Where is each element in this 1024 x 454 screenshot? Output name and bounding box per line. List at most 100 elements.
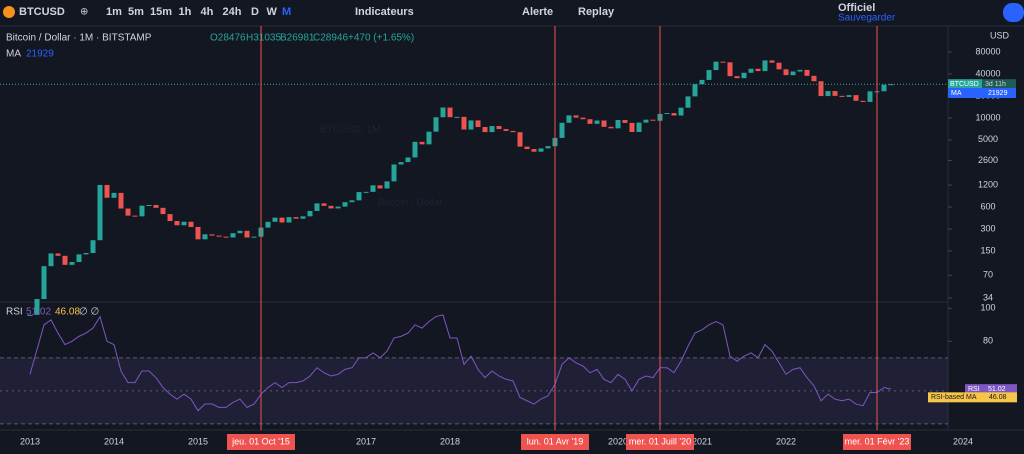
candle — [111, 192, 117, 198]
interval[interactable]: 24h — [223, 6, 242, 18]
candle — [615, 120, 621, 129]
interval[interactable]: 4h — [201, 6, 214, 18]
candle — [279, 217, 285, 223]
candle — [832, 91, 838, 96]
candle — [48, 253, 54, 267]
interval[interactable]: 1h — [179, 6, 192, 18]
candle — [622, 120, 628, 123]
candle — [188, 221, 194, 228]
candle — [671, 113, 677, 116]
interval[interactable]: 5m — [128, 6, 144, 18]
candle — [34, 299, 40, 315]
candle — [699, 79, 705, 85]
candle — [314, 203, 320, 211]
candle — [545, 146, 551, 149]
candle — [734, 76, 740, 79]
x-tick-label: 2015 — [188, 436, 208, 446]
candle — [356, 192, 362, 201]
candle — [531, 149, 537, 152]
candle — [685, 96, 691, 108]
x-tick-label: 2014 — [104, 436, 124, 446]
interval[interactable]: D — [251, 6, 259, 18]
candle — [342, 202, 348, 207]
rsi-ma-tag-name: RSI-based MA — [931, 394, 977, 401]
crosshair-date: mer. 01 Juill '20 — [629, 436, 691, 446]
rsi-ma-tag — [928, 392, 1017, 403]
y-tick-label: 40000 — [975, 68, 1000, 78]
ma-tag-value: 21929 — [988, 90, 1008, 97]
candle — [167, 214, 173, 221]
y-tick-label: 80000 — [975, 46, 1000, 56]
ma-value: 21929 — [26, 49, 54, 60]
interval[interactable]: W — [267, 6, 278, 18]
candle — [419, 141, 425, 145]
candle — [713, 61, 719, 71]
candle — [300, 216, 306, 219]
candle — [139, 205, 145, 217]
candle — [272, 217, 278, 222]
candle — [230, 233, 236, 238]
currency: USD — [990, 30, 1010, 40]
x-tick-label: 2013 — [20, 436, 40, 446]
candle — [90, 240, 96, 253]
rsi-tag-value: 51.02 — [988, 386, 1006, 393]
y-tick-label: 70 — [983, 270, 993, 280]
crosshair-date-box — [626, 434, 694, 450]
candle — [783, 69, 789, 76]
candle — [76, 254, 82, 263]
layout-name[interactable]: Officiel — [838, 2, 875, 14]
alert[interactable]: Alerte — [522, 6, 553, 18]
candle — [706, 70, 712, 80]
candle — [496, 126, 502, 130]
rsi-value: 51.02 — [26, 307, 51, 318]
candle — [307, 210, 313, 217]
candle — [559, 122, 565, 138]
candle — [643, 119, 649, 123]
countdown-tag — [982, 79, 1016, 90]
x-tick-label: 2017 — [356, 436, 376, 446]
candle — [293, 217, 299, 219]
candle — [265, 221, 271, 228]
interval[interactable]: 1m — [106, 6, 122, 18]
candle — [181, 221, 187, 226]
candle — [741, 72, 747, 79]
rsi-name: RSI — [6, 307, 23, 318]
rsi-ma-value: 46.08 — [55, 307, 80, 318]
symbol[interactable]: BTCUSD — [19, 6, 65, 18]
y-tick-label: 100 — [980, 303, 995, 313]
candle — [223, 236, 229, 238]
candle — [846, 95, 852, 97]
crosshair-date: mer. 01 Févr '23 — [845, 436, 910, 446]
legend-b: B26981 — [280, 33, 315, 44]
candle — [608, 126, 614, 129]
interval[interactable]: 15m — [150, 6, 172, 18]
candle — [363, 191, 369, 193]
candle — [790, 71, 796, 76]
candle — [132, 215, 138, 217]
add-symbol[interactable]: ⊕ — [80, 7, 88, 18]
candle — [391, 164, 397, 182]
symbol-tag-text: BTCUSD — [950, 81, 979, 88]
indicators[interactable]: Indicateurs — [355, 6, 414, 18]
candle — [720, 61, 726, 63]
candle — [405, 157, 411, 163]
rsi-tag-name: RSI — [968, 386, 980, 393]
crosshair-date-box — [521, 434, 589, 450]
candle — [41, 266, 47, 300]
candle — [755, 68, 761, 72]
profile[interactable] — [1003, 3, 1024, 22]
legend-o: O28476 — [210, 33, 246, 44]
candle — [573, 115, 579, 118]
candle — [83, 252, 89, 255]
candle — [475, 120, 481, 128]
interval[interactable]: M — [282, 6, 291, 18]
replay[interactable]: Replay — [578, 6, 615, 18]
candle — [811, 75, 817, 82]
candle — [370, 185, 376, 192]
candle — [503, 129, 509, 131]
candle — [867, 91, 873, 102]
candle — [762, 60, 768, 72]
candle — [398, 162, 404, 165]
candle — [748, 68, 754, 73]
y-tick-label: 5000 — [978, 134, 998, 144]
